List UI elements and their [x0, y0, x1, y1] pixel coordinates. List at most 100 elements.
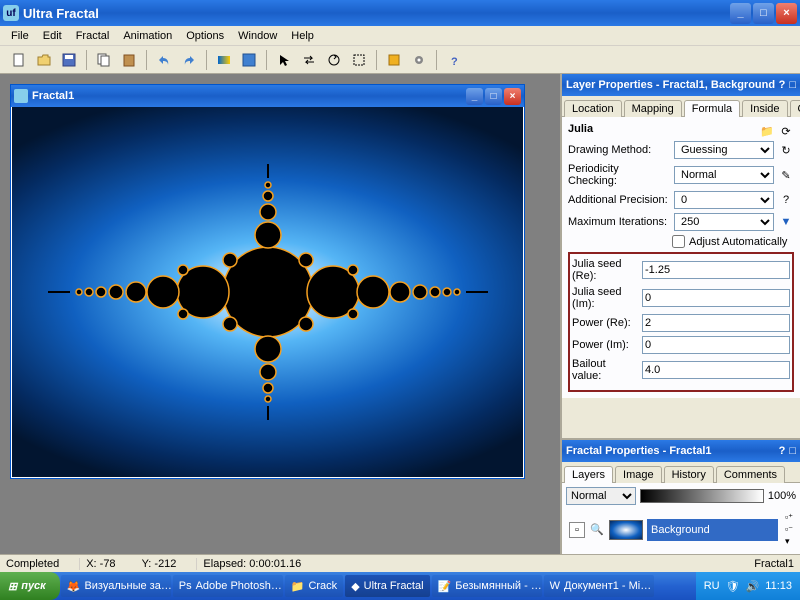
- param-4-input[interactable]: [642, 361, 790, 379]
- redo-button[interactable]: [178, 49, 200, 71]
- svg-text:?: ?: [451, 56, 458, 67]
- blend-mode-select[interactable]: Normal: [566, 487, 636, 505]
- reset-icon[interactable]: ↻: [778, 142, 794, 158]
- tab-image[interactable]: Image: [615, 466, 662, 483]
- rotate-tool[interactable]: [323, 49, 345, 71]
- formula-panel-body: Julia 📁 ⟳ Drawing Method: Guessing ↻ Per…: [562, 117, 800, 398]
- select-tool[interactable]: [273, 49, 295, 71]
- lang-indicator[interactable]: RU: [704, 580, 720, 592]
- menu-window[interactable]: Window: [231, 28, 284, 44]
- tab-formula[interactable]: Formula: [684, 100, 740, 117]
- tray-icon[interactable]: 🛡: [726, 580, 740, 593]
- tab-history[interactable]: History: [664, 466, 714, 483]
- gradient-button[interactable]: [213, 49, 235, 71]
- fp-collapse-icon[interactable]: □: [789, 445, 796, 457]
- expand-icon[interactable]: ▼: [778, 214, 794, 230]
- browse-icon[interactable]: 📁: [759, 123, 775, 139]
- layer-row[interactable]: Background: [647, 519, 778, 541]
- taskbar-item[interactable]: WДокумент1 - Mi…: [544, 575, 654, 597]
- menu-options[interactable]: Options: [179, 28, 231, 44]
- taskbar-item[interactable]: 🦊Визуальные за…: [61, 575, 171, 597]
- fractal-properties-tabs: Layers Image History Comments: [562, 462, 800, 483]
- fullscreen-button[interactable]: [238, 49, 260, 71]
- maxiter-select[interactable]: 250: [674, 213, 774, 231]
- param-1-input[interactable]: [642, 289, 790, 307]
- collapse-icon[interactable]: □: [789, 79, 796, 91]
- tab-comments[interactable]: Comments: [716, 466, 785, 483]
- open-button[interactable]: [33, 49, 55, 71]
- layer-thumbnail[interactable]: [609, 520, 643, 540]
- precision-help-icon[interactable]: ?: [778, 192, 794, 208]
- param-0-input[interactable]: [642, 261, 790, 279]
- fractal-render: [28, 152, 508, 432]
- tab-outside[interactable]: Outside: [790, 100, 800, 117]
- inner-maximize-button[interactable]: □: [485, 88, 502, 105]
- status-y: Y: -212: [142, 558, 177, 570]
- fractal-properties-titlebar[interactable]: Fractal Properties - Fractal1 ? □: [562, 440, 800, 462]
- adjust-auto-checkbox[interactable]: [672, 235, 685, 248]
- precision-select[interactable]: 0: [674, 191, 774, 209]
- reload-icon[interactable]: ⟳: [778, 123, 794, 139]
- param-3-label: Power (Im):: [572, 339, 638, 351]
- window-maximize-button[interactable]: □: [753, 3, 774, 24]
- opacity-slider[interactable]: [640, 489, 764, 503]
- undo-button[interactable]: [153, 49, 175, 71]
- clock[interactable]: 11:13: [765, 580, 792, 592]
- tab-inside[interactable]: Inside: [742, 100, 787, 117]
- fractal-window-titlebar[interactable]: Fractal1 _ □ ×: [11, 85, 524, 107]
- fp-help-icon[interactable]: ?: [779, 445, 786, 457]
- taskbar-item[interactable]: PsAdobe Photosh…: [173, 575, 283, 597]
- status-filename: Fractal1: [754, 558, 794, 570]
- taskbar-item[interactable]: 📁Crack: [285, 575, 343, 597]
- copy-button[interactable]: [93, 49, 115, 71]
- help-icon[interactable]: ?: [779, 79, 786, 91]
- tab-location[interactable]: Location: [564, 100, 622, 117]
- fractal-window: Fractal1 _ □ ×: [10, 84, 525, 479]
- add-layer-icon[interactable]: ▫⁺: [785, 512, 793, 523]
- explore-button[interactable]: [383, 49, 405, 71]
- window-close-button[interactable]: ×: [776, 3, 797, 24]
- param-3-input[interactable]: [642, 336, 790, 354]
- gear-button[interactable]: [408, 49, 430, 71]
- fractal-window-title: Fractal1: [32, 90, 466, 102]
- menu-file[interactable]: File: [4, 28, 36, 44]
- taskbar-item-active[interactable]: ◆Ultra Fractal: [345, 575, 429, 597]
- fractal-canvas[interactable]: [12, 107, 523, 477]
- edit-icon[interactable]: ✎: [778, 167, 794, 183]
- help-button[interactable]: ?: [443, 49, 465, 71]
- menu-fractal[interactable]: Fractal: [69, 28, 117, 44]
- status-bar: Completed X: -78 Y: -212 Elapsed: 0:00:0…: [0, 554, 800, 572]
- drawing-method-select[interactable]: Guessing: [674, 141, 774, 159]
- menu-help[interactable]: Help: [284, 28, 321, 44]
- system-tray[interactable]: RU 🛡 🔊 11:13: [696, 572, 800, 600]
- new-button[interactable]: [8, 49, 30, 71]
- paste-button[interactable]: [118, 49, 140, 71]
- layer-menu-icon[interactable]: ▾: [785, 536, 793, 547]
- periodicity-select[interactable]: Normal: [674, 166, 774, 184]
- switch-tool[interactable]: [298, 49, 320, 71]
- layer-properties-titlebar[interactable]: Layer Properties - Fractal1, Background …: [562, 74, 800, 96]
- tab-layers[interactable]: Layers: [564, 466, 613, 483]
- param-0-label: Julia seed (Re):: [572, 258, 638, 282]
- remove-layer-icon[interactable]: ▫⁻: [785, 524, 793, 535]
- tray-icon[interactable]: 🔊: [746, 580, 760, 593]
- menu-edit[interactable]: Edit: [36, 28, 69, 44]
- visibility-icon[interactable]: ▫: [569, 522, 585, 538]
- param-4-label: Bailout value:: [572, 358, 638, 382]
- param-2-label: Power (Re):: [572, 317, 638, 329]
- menu-animation[interactable]: Animation: [116, 28, 179, 44]
- workspace: Fractal1 _ □ ×: [0, 74, 560, 554]
- tab-mapping[interactable]: Mapping: [624, 100, 682, 117]
- param-2-input[interactable]: [642, 314, 790, 332]
- periodicity-label: Periodicity Checking:: [568, 163, 670, 187]
- pan-tool[interactable]: [348, 49, 370, 71]
- start-button[interactable]: ⊞пуск: [0, 572, 60, 600]
- window-minimize-button[interactable]: _: [730, 3, 751, 24]
- inner-minimize-button[interactable]: _: [466, 88, 483, 105]
- zoom-icon[interactable]: 🔍: [589, 522, 605, 538]
- menu-bar: File Edit Fractal Animation Options Wind…: [0, 26, 800, 46]
- precision-label: Additional Precision:: [568, 194, 670, 206]
- inner-close-button[interactable]: ×: [504, 88, 521, 105]
- taskbar-item[interactable]: 📝Безымянный - …: [432, 575, 542, 597]
- save-button[interactable]: [58, 49, 80, 71]
